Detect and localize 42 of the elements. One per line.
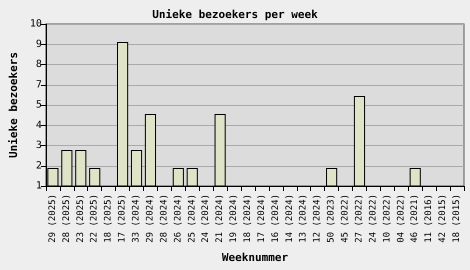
- y-tick-label: 3: [36, 140, 42, 151]
- x-tick-label: 24 (2022): [368, 194, 378, 243]
- x-tick-label: 25 (2024): [187, 194, 198, 243]
- x-tick-label: 12 (2024): [312, 194, 323, 243]
- y-axis-title: Unieke bezoekers: [7, 52, 20, 158]
- x-tick-label: 18 (2025): [104, 194, 114, 243]
- y-tick-label: 10: [30, 18, 42, 30]
- x-tick-label: 17 (2024): [256, 194, 267, 243]
- x-tick-label: 22 (2025): [90, 194, 100, 243]
- x-tick-label: 26 (2024): [173, 194, 184, 243]
- y-tick-label: 5: [36, 100, 42, 110]
- y-tick-label: 7: [36, 79, 42, 90]
- y-tick-label: 4: [36, 120, 42, 131]
- x-tick-label: 23 (2025): [76, 194, 86, 243]
- x-tick-label: 46 (2021): [410, 194, 420, 243]
- y-tick-label: 8: [36, 59, 42, 70]
- x-tick-label: 42 (2015): [438, 194, 448, 243]
- x-tick-label: 19 (2024): [229, 194, 240, 243]
- x-tick-label: 28 (2025): [62, 194, 72, 243]
- x-tick-label: 17 (2025): [118, 194, 128, 243]
- x-tick-label: 28 (2024): [159, 194, 170, 243]
- x-tick-label: 24 (2024): [201, 194, 212, 243]
- x-tick-label: 10 (2022): [382, 194, 392, 243]
- y-tick-label: 1: [36, 180, 42, 192]
- x-tick-label: 04 (2022): [396, 194, 406, 243]
- x-tick-label: 13 (2024): [298, 194, 309, 243]
- x-tick-label: 29 (2025): [48, 194, 58, 243]
- y-tick-label: 2: [36, 160, 42, 172]
- y-tick-label: 9: [36, 38, 42, 50]
- x-tick-label: 14 (2024): [284, 194, 295, 243]
- x-tick-label: 50 (2023): [326, 194, 337, 243]
- x-tick-label: 29 (2024): [145, 194, 156, 243]
- x-tick-label: 16 (2024): [270, 194, 281, 243]
- x-tick-label: 18 (2024): [243, 194, 254, 243]
- x-axis-title: Weeknummer: [222, 251, 288, 264]
- chart-title: Unieke bezoekers per week: [152, 8, 318, 21]
- x-tick-label: 18 (2015): [452, 194, 462, 243]
- x-tick-label: 33 (2024): [132, 194, 142, 243]
- x-tick-label: 45 (2022): [340, 194, 351, 243]
- x-tick-label: 11 (2016): [424, 194, 434, 243]
- x-tick-label: 21 (2024): [215, 194, 226, 243]
- x-tick-label: 27 (2022): [354, 194, 364, 243]
